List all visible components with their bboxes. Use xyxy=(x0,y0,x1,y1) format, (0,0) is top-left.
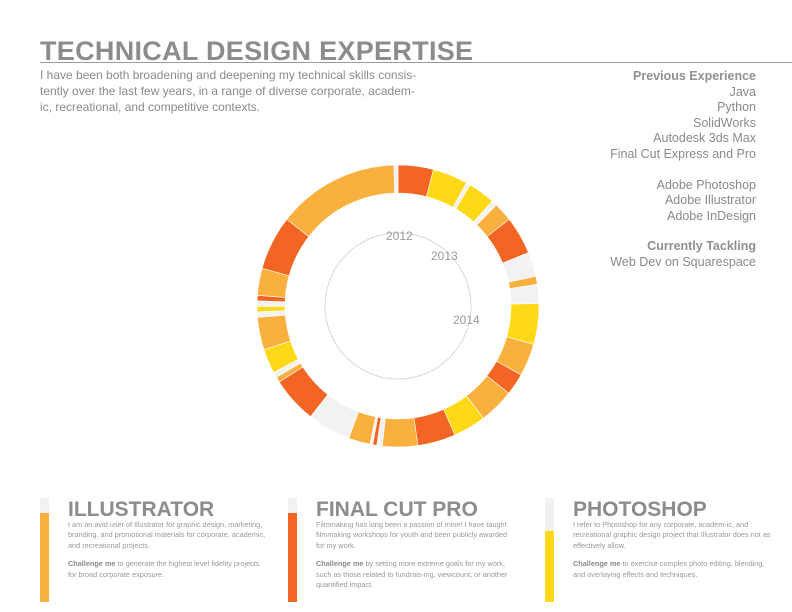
intro-line: I have been both broadening and deepenin… xyxy=(40,68,417,82)
skill-card-description: I refer to Photoshop for any corporate, … xyxy=(573,520,771,550)
experience-list: Previous Experience Java Python SolidWor… xyxy=(536,69,756,271)
challenge-text: to exercise complex photo editing, blend… xyxy=(573,559,765,579)
skill-level-fill xyxy=(40,512,49,602)
experience-item: Adobe InDesign xyxy=(667,208,756,223)
skill-card-description: I am an avid user of Illustrator for gra… xyxy=(68,520,266,550)
year-label-2014: 2014 xyxy=(453,313,480,327)
skill-level-fill xyxy=(545,531,554,602)
challenge-label: Challenge me xyxy=(68,559,116,569)
year-label-2012: 2012 xyxy=(386,229,413,243)
ring-segment-photoshop xyxy=(256,305,286,313)
challenge-text: to generate the highest level fidelity p… xyxy=(68,559,260,579)
skill-card-body: Filmmaking has long been a passion of mi… xyxy=(316,520,516,598)
skill-card-title: FINAL CUT PRO xyxy=(316,498,478,521)
year-label-2013: 2013 xyxy=(431,249,458,263)
experience-item: SolidWorks xyxy=(693,115,756,130)
intro-line: ic, recreational, and competitive contex… xyxy=(40,100,261,114)
skill-card-description: Filmmaking has long been a passion of mi… xyxy=(316,520,508,550)
inner-timeline-circle xyxy=(324,232,472,380)
ring-segments xyxy=(256,164,540,448)
intro-paragraph: I have been both broadening and deepenin… xyxy=(40,67,440,115)
skill-card-challenge: Challenge me to exercise complex photo e… xyxy=(573,559,773,580)
ring-segment-empty xyxy=(393,164,399,194)
currently-tackling-heading: Currently Tackling xyxy=(647,239,756,254)
skill-level-bar xyxy=(545,498,554,602)
skill-level-bar xyxy=(40,498,49,602)
skill-card-challenge: Challenge me to generate the highest lev… xyxy=(68,559,268,580)
skill-level-bar xyxy=(288,498,297,602)
ring-segment-illustrator xyxy=(286,164,395,237)
experience-item: Adobe Illustrator xyxy=(664,193,756,208)
experience-item: Python xyxy=(717,100,756,115)
intro-line: tently over the last few years, in a ran… xyxy=(40,84,415,98)
challenge-text: by setting more extreme goals for my wor… xyxy=(316,559,508,590)
previous-experience-heading: Previous Experience xyxy=(633,69,756,83)
ring-segment-illustrator xyxy=(381,417,419,448)
title-divider xyxy=(40,62,792,63)
skill-card-title: ILLUSTRATOR xyxy=(68,498,215,521)
experience-item: Final Cut Express and Pro xyxy=(610,146,756,161)
experience-item: Web Dev on Squarespace xyxy=(610,254,756,269)
skill-timeline-ring: 2012 2013 2014 xyxy=(256,164,540,448)
experience-item: Autodesk 3ds Max xyxy=(653,131,756,146)
experience-item: Java xyxy=(729,84,756,99)
challenge-label: Challenge me xyxy=(316,559,364,569)
challenge-label: Challenge me xyxy=(573,559,621,569)
skill-card-body: I am an avid user of Illustrator for gra… xyxy=(68,520,268,588)
skill-card-body: I refer to Photoshop for any corporate, … xyxy=(573,520,773,588)
skill-card-title: PHOTOSHOP xyxy=(573,498,707,521)
skill-card-challenge: Challenge me by setting more extreme goa… xyxy=(316,559,516,590)
experience-item: Adobe Photoshop xyxy=(656,177,756,192)
skill-level-fill xyxy=(288,512,297,602)
page-title: TECHNICAL DESIGN EXPERTISE xyxy=(40,36,474,66)
